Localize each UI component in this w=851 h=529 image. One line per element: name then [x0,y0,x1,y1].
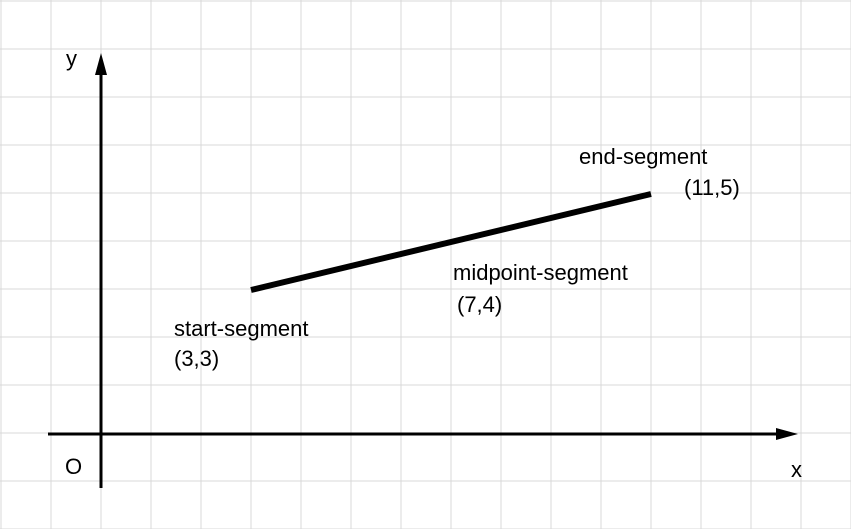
y-axis-label: y [66,46,77,71]
start-segment-coords: (3,3) [174,346,219,371]
end-segment-coords: (11,5) [684,175,740,200]
line-segment [250,191,652,293]
midpoint-segment-label: midpoint-segment [453,260,628,285]
x-axis-label: x [791,457,802,482]
midpoint-segment-coords: (7,4) [457,292,502,317]
x-axis [48,428,798,440]
y-axis [95,53,107,488]
x-axis-arrowhead [776,428,798,440]
end-segment-label: end-segment [579,144,707,169]
start-segment-label: start-segment [174,316,309,341]
y-axis-arrowhead [95,53,107,75]
origin-label: O [65,454,82,479]
